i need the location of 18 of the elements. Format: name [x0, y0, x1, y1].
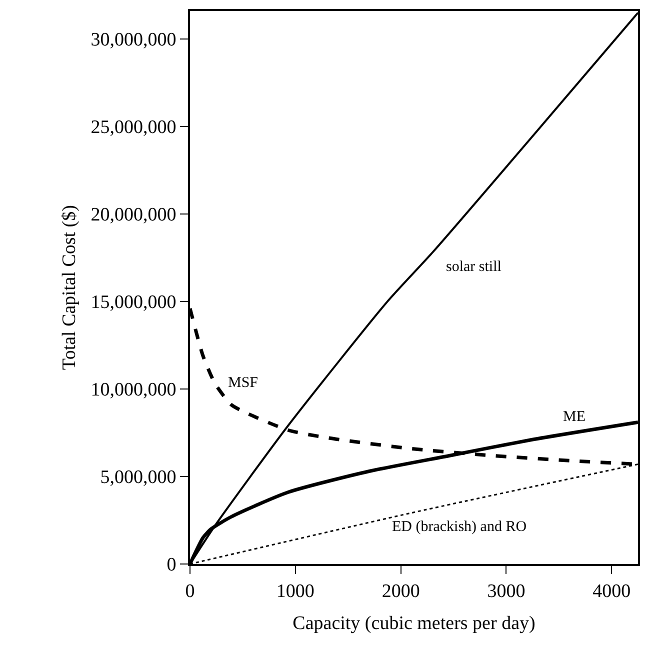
- y-tick-label: 15,000,000: [90, 292, 176, 314]
- x-tick-label: 4000: [592, 580, 631, 602]
- x-tick-label: 2000: [382, 580, 420, 602]
- series-label: MSF: [228, 375, 258, 391]
- y-tick-label: 20,000,000: [90, 204, 176, 226]
- x-tick-label: 1000: [276, 580, 314, 602]
- y-tick-label: 25,000,000: [90, 117, 176, 138]
- x-axis-title: Capacity (cubic meters per day): [292, 613, 536, 634]
- y-tick-label: 5,000,000: [100, 467, 176, 488]
- x-tick-label: 3000: [487, 580, 526, 602]
- series-label: ME: [563, 409, 586, 425]
- series-label: solar still: [446, 259, 502, 275]
- y-tick-label: 10,000,000: [90, 380, 176, 401]
- x-tick-label: 0: [185, 580, 195, 602]
- series-label: ED (brackish) and RO: [392, 519, 527, 535]
- y-tick-label: 30,000,000: [90, 30, 176, 51]
- y-tick-label: 0: [166, 554, 176, 576]
- y-axis-title: Total Capital Cost ($): [59, 205, 80, 370]
